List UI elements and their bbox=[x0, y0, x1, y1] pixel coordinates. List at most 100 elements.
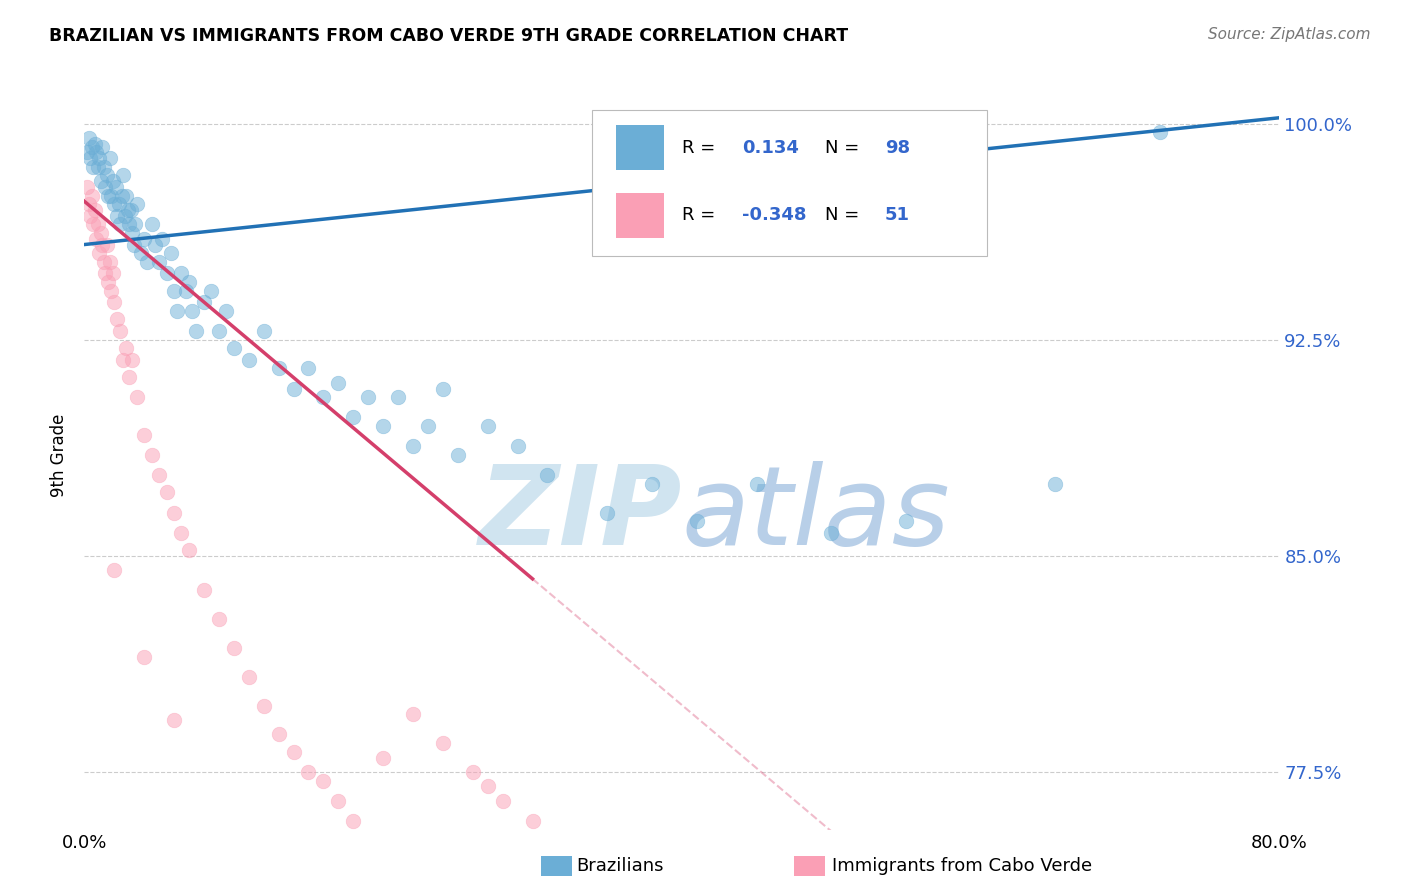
Point bbox=[267, 361, 290, 376]
Text: -0.348: -0.348 bbox=[742, 206, 806, 224]
Point bbox=[155, 266, 177, 280]
Text: R =: R = bbox=[682, 206, 716, 224]
Point bbox=[170, 525, 193, 540]
Point bbox=[163, 713, 186, 727]
Point bbox=[596, 506, 619, 520]
Point bbox=[447, 448, 470, 462]
Point bbox=[461, 764, 484, 779]
Text: BRAZILIAN VS IMMIGRANTS FROM CABO VERDE 9TH GRADE CORRELATION CHART: BRAZILIAN VS IMMIGRANTS FROM CABO VERDE … bbox=[49, 27, 848, 45]
Point bbox=[89, 246, 111, 260]
Text: ZIP: ZIP bbox=[478, 461, 682, 568]
Text: R =: R = bbox=[682, 139, 716, 157]
Point bbox=[114, 209, 136, 223]
Point bbox=[105, 209, 128, 223]
Point bbox=[96, 169, 118, 183]
Text: N =: N = bbox=[825, 206, 859, 224]
Point bbox=[115, 188, 138, 202]
Point bbox=[416, 419, 439, 434]
Point bbox=[120, 202, 142, 217]
Point bbox=[90, 226, 112, 240]
Point bbox=[238, 352, 260, 367]
Point bbox=[115, 341, 138, 355]
Point bbox=[124, 218, 146, 232]
Point bbox=[141, 448, 163, 462]
Point bbox=[82, 218, 104, 232]
Point bbox=[253, 698, 276, 713]
Point bbox=[641, 476, 664, 491]
Point bbox=[177, 275, 200, 289]
Y-axis label: 9th Grade: 9th Grade bbox=[51, 413, 69, 497]
Point bbox=[492, 794, 515, 808]
Point bbox=[101, 266, 124, 280]
Text: 98: 98 bbox=[886, 139, 910, 157]
Point bbox=[129, 246, 152, 260]
Point bbox=[97, 188, 120, 202]
Point bbox=[132, 427, 156, 442]
Point bbox=[110, 324, 132, 338]
Point bbox=[98, 255, 121, 269]
Point bbox=[93, 160, 115, 174]
Point bbox=[155, 485, 177, 500]
Point bbox=[312, 390, 335, 404]
Point bbox=[100, 284, 122, 298]
Point bbox=[94, 266, 117, 280]
Point bbox=[103, 563, 125, 577]
Point bbox=[238, 670, 260, 684]
Point bbox=[522, 814, 544, 828]
Point bbox=[111, 188, 134, 202]
Point bbox=[112, 352, 135, 367]
Point bbox=[297, 764, 319, 779]
Point bbox=[90, 174, 112, 188]
Point bbox=[112, 169, 135, 183]
Point bbox=[110, 218, 132, 232]
Point bbox=[83, 202, 105, 217]
Point bbox=[186, 324, 208, 338]
Point bbox=[387, 390, 409, 404]
Point bbox=[193, 295, 215, 310]
Text: Brazilians: Brazilians bbox=[576, 857, 664, 875]
Point bbox=[132, 232, 156, 246]
Point bbox=[107, 197, 129, 211]
Point bbox=[477, 419, 499, 434]
Point bbox=[105, 312, 128, 326]
Point bbox=[328, 794, 350, 808]
Bar bbox=[616, 193, 664, 237]
Point bbox=[215, 303, 238, 318]
Point bbox=[89, 151, 111, 165]
Point bbox=[297, 361, 319, 376]
Point bbox=[76, 145, 98, 160]
Point bbox=[104, 180, 127, 194]
Point bbox=[132, 649, 156, 664]
Point bbox=[402, 707, 425, 722]
Text: Source: ZipAtlas.com: Source: ZipAtlas.com bbox=[1208, 27, 1371, 42]
Point bbox=[141, 218, 163, 232]
Point bbox=[97, 275, 120, 289]
Point bbox=[506, 439, 529, 453]
Point bbox=[101, 174, 124, 188]
Point bbox=[177, 543, 200, 558]
Point bbox=[80, 139, 103, 153]
Point bbox=[1045, 476, 1067, 491]
Point bbox=[312, 773, 335, 788]
FancyBboxPatch shape bbox=[592, 111, 987, 256]
Text: Immigrants from Cabo Verde: Immigrants from Cabo Verde bbox=[832, 857, 1092, 875]
Text: atlas: atlas bbox=[682, 461, 950, 568]
Point bbox=[79, 209, 101, 223]
Point bbox=[1149, 125, 1171, 139]
Point bbox=[222, 341, 245, 355]
Point bbox=[477, 780, 499, 794]
Point bbox=[103, 295, 125, 310]
Point bbox=[342, 814, 364, 828]
Point bbox=[125, 197, 148, 211]
Point bbox=[86, 145, 108, 160]
Point bbox=[373, 750, 395, 764]
Text: N =: N = bbox=[825, 139, 859, 157]
Point bbox=[83, 136, 105, 151]
Point bbox=[150, 232, 173, 246]
Point bbox=[91, 139, 114, 153]
Point bbox=[79, 151, 101, 165]
Bar bbox=[616, 125, 664, 170]
Point bbox=[283, 745, 305, 759]
Point bbox=[402, 439, 425, 453]
Point bbox=[357, 390, 380, 404]
